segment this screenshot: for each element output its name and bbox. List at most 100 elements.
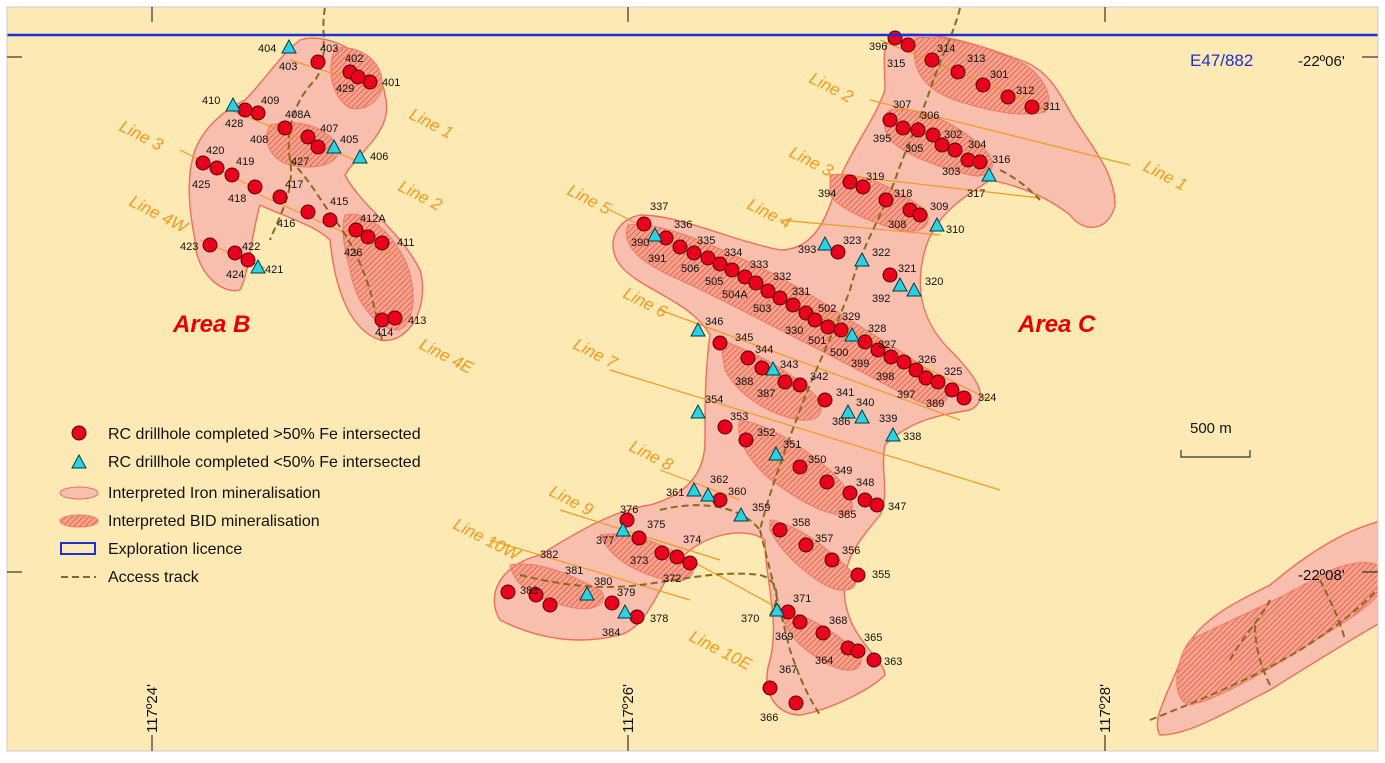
drillhole-marker-high-fe xyxy=(817,392,833,408)
drillhole-marker-low-fe xyxy=(885,426,901,442)
drillhole-marker-high-fe xyxy=(724,262,740,278)
drillhole-number: 345 xyxy=(735,332,753,344)
drillhole-number: 361 xyxy=(666,487,684,499)
drillhole-marker-low-fe xyxy=(840,403,856,419)
drillhole-number: 411 xyxy=(397,237,415,249)
drillhole-marker-high-fe xyxy=(237,102,253,118)
svg-text:Interpreted BID mineralisation: Interpreted BID mineralisation xyxy=(108,513,320,530)
drillhole-marker-high-fe xyxy=(631,530,647,546)
drillhole-marker-high-fe xyxy=(686,245,702,261)
drillhole-number: 419 xyxy=(236,156,254,168)
drillhole-number: 397 xyxy=(897,389,915,401)
drillhole-marker-high-fe xyxy=(925,127,941,143)
drillhole-number: 309 xyxy=(930,201,948,213)
drillhole-marker-high-fe xyxy=(777,374,793,390)
map-frame xyxy=(6,6,1379,752)
drillhole-number: 503 xyxy=(753,303,771,315)
drillhole-marker-high-fe xyxy=(717,419,733,435)
drillhole-marker-high-fe xyxy=(792,459,808,475)
drillhole-number: 322 xyxy=(872,247,890,259)
drillhole-number: 372 xyxy=(663,573,681,585)
drillhole-number: 342 xyxy=(810,371,828,383)
drillhole-number: 391 xyxy=(648,253,666,265)
drillhole-marker-high-fe xyxy=(908,362,924,378)
drillhole-number: 386 xyxy=(832,416,850,428)
drillhole-number: 362 xyxy=(710,474,728,486)
drillhole-number: 403 xyxy=(279,61,297,73)
drillhole-number: 399 xyxy=(851,358,869,370)
drillhole-number: 389 xyxy=(926,398,944,410)
drillhole-marker-high-fe xyxy=(195,155,211,171)
drillhole-marker-high-fe xyxy=(910,122,926,138)
drillhole-marker-high-fe xyxy=(350,69,366,85)
drillholes-below-50pct xyxy=(225,38,997,619)
drillhole-number: 354 xyxy=(705,394,723,406)
drillhole-marker-high-fe xyxy=(934,137,950,153)
svg-text:RC drillhole completed >50% Fe: RC drillhole completed >50% Fe intersect… xyxy=(108,426,421,443)
drillhole-number: 313 xyxy=(967,53,985,65)
drillhole-marker-high-fe xyxy=(762,680,778,696)
drillhole-number: 360 xyxy=(728,486,746,498)
drillhole-marker-high-fe xyxy=(1000,89,1016,105)
drillhole-number: 356 xyxy=(842,545,860,557)
drillhole-number: 365 xyxy=(864,632,882,644)
drillhole-number: 332 xyxy=(773,271,791,283)
drillhole-marker-high-fe xyxy=(820,319,836,335)
drillhole-number: 398 xyxy=(876,371,894,383)
drillhole-number: 364 xyxy=(815,655,833,667)
drillhole-number: 404 xyxy=(258,43,276,55)
drillhole-marker-high-fe xyxy=(322,212,338,228)
hatched-fill-icon xyxy=(59,514,99,528)
drillhole-marker-high-fe xyxy=(772,522,788,538)
drillhole-marker-low-fe xyxy=(690,403,706,419)
drillhole-marker-high-fe xyxy=(374,235,390,251)
drillhole-marker-high-fe xyxy=(300,129,316,145)
area-c-label: Area C xyxy=(1017,311,1096,338)
drillhole-marker-low-fe xyxy=(281,38,297,54)
drillhole-number: 341 xyxy=(836,387,854,399)
drillhole-marker-high-fe xyxy=(807,312,823,328)
drillhole-number: 321 xyxy=(898,263,916,275)
latitude-bottom: -22º08' xyxy=(1298,567,1345,584)
drillhole-marker-high-fe xyxy=(654,545,670,561)
drillhole-number: 358 xyxy=(792,517,810,529)
drillhole-marker-low-fe xyxy=(768,445,784,461)
drillhole-number: 366 xyxy=(760,712,778,724)
drillhole-number: 425 xyxy=(192,179,210,191)
drillhole-number: 500 xyxy=(830,347,848,359)
pink-fill-icon xyxy=(59,486,99,500)
svg-text:Access track: Access track xyxy=(108,569,200,586)
drillhole-number: 421 xyxy=(265,264,283,276)
drillhole-number: 303 xyxy=(942,166,960,178)
drillhole-number: 348 xyxy=(856,477,874,489)
drillhole-marker-high-fe xyxy=(972,154,988,170)
drillhole-number: 385 xyxy=(838,509,856,521)
drillhole-number: 504A xyxy=(722,289,748,301)
drillhole-number: 393 xyxy=(798,244,816,256)
drillhole-number: 428 xyxy=(225,118,243,130)
drillhole-number: 394 xyxy=(818,188,836,200)
drillhole-number: 380 xyxy=(594,576,612,588)
drillhole-marker-high-fe xyxy=(348,222,364,238)
svg-text:Exploration licence: Exploration licence xyxy=(108,541,242,558)
drillhole-marker-high-fe xyxy=(272,189,288,205)
drillhole-number: 406 xyxy=(370,151,388,163)
drillhole-number: 408 xyxy=(250,134,268,146)
drillhole-marker-high-fe xyxy=(842,174,858,190)
drillhole-number: 337 xyxy=(650,201,668,213)
drillhole-number: 506 xyxy=(681,263,699,275)
drillhole-marker-high-fe xyxy=(850,567,866,583)
graticule-ticks xyxy=(7,7,1378,751)
drillhole-marker-low-fe xyxy=(981,166,997,182)
drillhole-number: 402 xyxy=(345,53,363,65)
drillhole-number: 371 xyxy=(793,593,811,605)
drillhole-number: 502 xyxy=(818,303,836,315)
drillhole-number: 376 xyxy=(620,504,638,516)
drillhole-marker-high-fe xyxy=(866,652,882,668)
drillhole-marker-high-fe xyxy=(754,360,770,376)
drillhole-marker-high-fe xyxy=(250,105,266,121)
drillhole-marker-high-fe xyxy=(209,160,225,176)
drillhole-marker-high-fe xyxy=(798,537,814,553)
blue-rect-icon xyxy=(60,542,96,555)
drillhole-number: 302 xyxy=(944,129,962,141)
